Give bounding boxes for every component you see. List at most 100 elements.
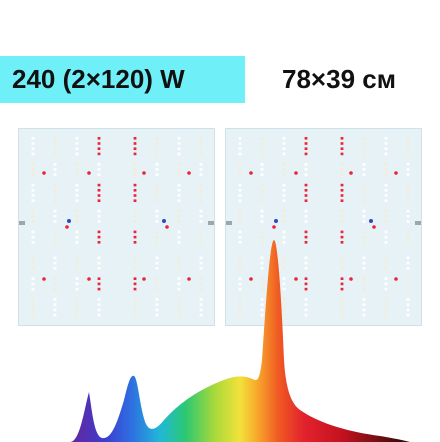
led-chip — [177, 163, 181, 166]
led-chip — [53, 267, 57, 270]
led-chip — [362, 303, 366, 306]
led-chip — [53, 215, 57, 218]
led-chip — [282, 303, 286, 306]
led-chip — [31, 241, 35, 244]
led-chip — [31, 168, 35, 171]
led-chip — [133, 199, 137, 202]
led-chip — [340, 298, 344, 301]
led-chip — [260, 308, 264, 312]
power-badge: 240 (2×120) W — [0, 56, 245, 103]
led-chip — [406, 261, 410, 265]
led-chip — [340, 137, 344, 140]
led-chip — [304, 303, 308, 306]
led-chip — [53, 183, 57, 187]
led-chip — [53, 313, 57, 317]
led-chip — [384, 298, 388, 301]
led-chip — [155, 209, 159, 213]
led-panel-left — [18, 128, 215, 326]
led-board-right — [226, 137, 421, 317]
led-chip — [199, 230, 203, 234]
led-chip — [282, 308, 286, 312]
led-chip — [177, 215, 181, 218]
led-chip — [155, 194, 159, 197]
led-chip — [362, 173, 366, 176]
led-chip — [384, 303, 388, 306]
led-chip — [53, 235, 57, 239]
led-chip — [97, 199, 101, 202]
led-chip — [199, 313, 203, 317]
led-chip — [97, 282, 101, 286]
led-chip — [384, 313, 388, 317]
led-chip — [97, 215, 101, 218]
led-chip — [31, 147, 35, 150]
led-chip — [362, 137, 366, 140]
led-chip — [75, 256, 79, 260]
led-chip — [384, 183, 388, 187]
led-chip — [31, 209, 35, 213]
led-chip — [238, 235, 242, 239]
led-chip — [362, 313, 366, 317]
connector-tab — [208, 221, 214, 225]
led-chip — [97, 261, 101, 265]
led-chip — [133, 183, 137, 187]
led-chip — [282, 230, 286, 234]
led-chip — [199, 194, 203, 197]
led-chip — [304, 220, 308, 223]
led-chip — [260, 241, 264, 244]
led-chip — [384, 168, 388, 171]
led-chip — [97, 147, 101, 150]
led-chip — [238, 308, 242, 312]
led-chip — [97, 152, 101, 156]
led-chip — [31, 267, 35, 270]
led-chip — [53, 147, 57, 150]
led-chip — [260, 261, 264, 265]
led-chip — [238, 313, 242, 317]
led-chip — [133, 282, 137, 286]
led-chip — [199, 256, 203, 260]
led-chip — [384, 209, 388, 213]
red-led — [294, 277, 298, 281]
led-chip — [238, 277, 242, 280]
led-chip — [53, 230, 57, 234]
led-chip — [133, 220, 137, 223]
led-chip — [199, 142, 203, 145]
led-chip — [362, 189, 366, 192]
led-chip — [97, 209, 101, 213]
led-chip — [406, 287, 410, 291]
led-chip — [406, 220, 410, 223]
led-chip — [75, 209, 79, 213]
led-chip — [155, 189, 159, 192]
red-led — [42, 277, 46, 281]
led-chip — [199, 199, 203, 202]
led-chip — [53, 152, 57, 156]
led-chip — [97, 313, 101, 317]
led-chip — [177, 189, 181, 192]
led-chip — [177, 152, 181, 156]
red-led — [87, 171, 91, 175]
red-led — [187, 277, 191, 281]
led-chip — [97, 308, 101, 312]
blue-led — [162, 219, 166, 223]
led-chip — [406, 199, 410, 202]
led-chip — [133, 147, 137, 150]
led-chip — [384, 241, 388, 244]
led-chip — [340, 313, 344, 317]
led-chip — [238, 189, 242, 192]
led-chip — [75, 287, 79, 291]
led-chip — [340, 183, 344, 187]
led-chip — [282, 189, 286, 192]
led-chip — [155, 313, 159, 317]
led-chip — [31, 308, 35, 312]
led-chip — [199, 308, 203, 312]
led-chip — [406, 215, 410, 218]
led-chip — [406, 267, 410, 270]
led-chip — [406, 183, 410, 187]
led-chip — [406, 152, 410, 156]
led-chip — [53, 199, 57, 202]
led-chip — [199, 277, 203, 280]
red-led — [394, 171, 398, 175]
led-chip — [75, 220, 79, 223]
led-chip — [340, 194, 344, 197]
led-chip — [155, 152, 159, 156]
led-chip — [304, 199, 308, 202]
